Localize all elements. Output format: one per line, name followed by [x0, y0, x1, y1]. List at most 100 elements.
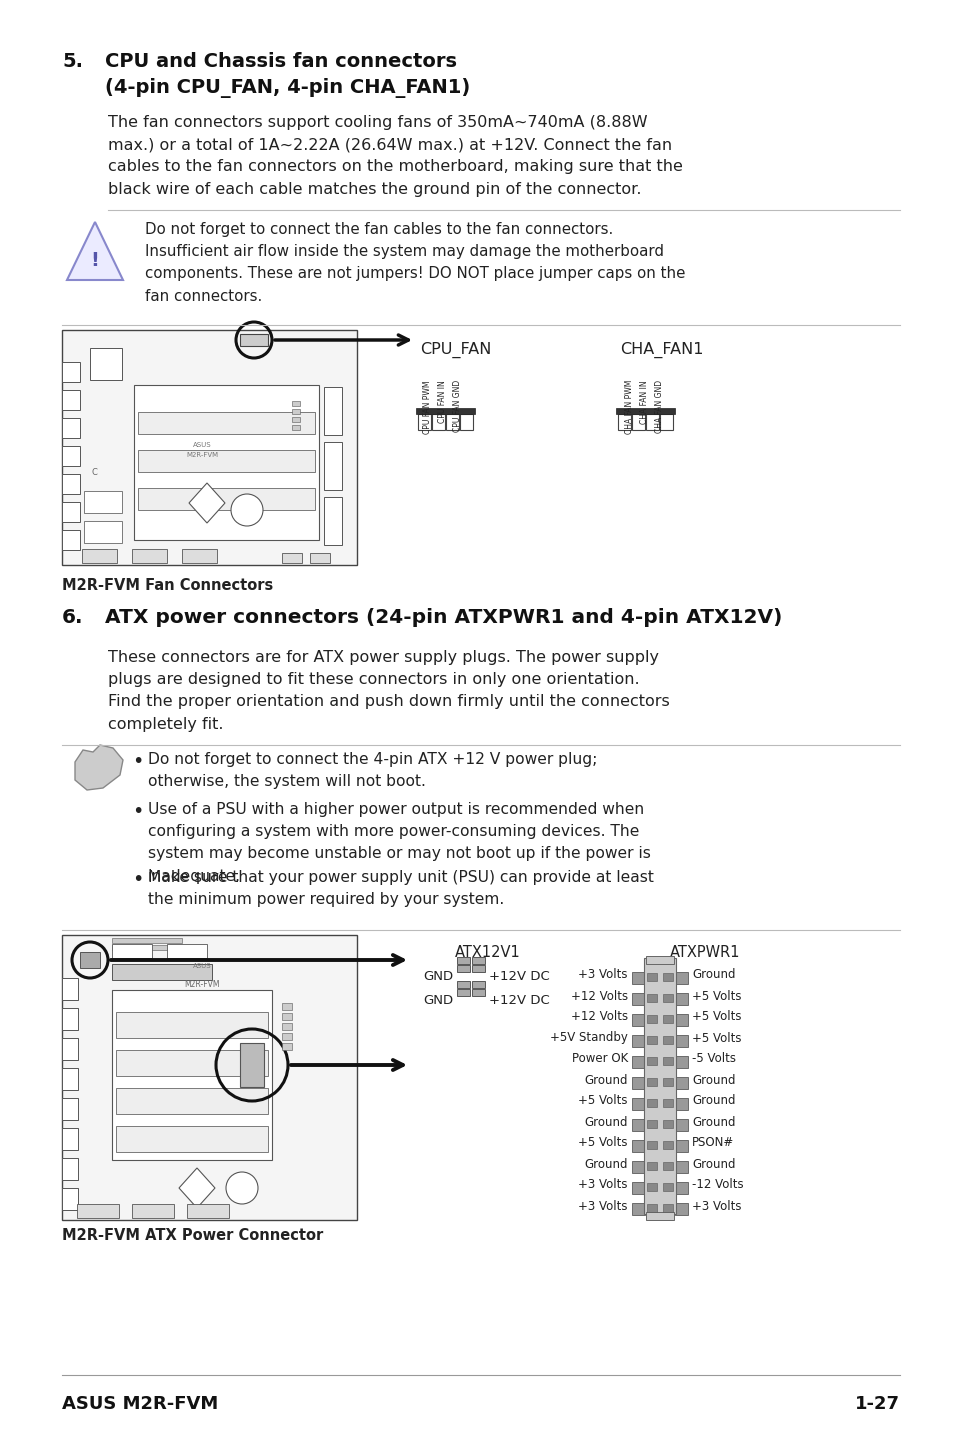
- Text: +3 Volts: +3 Volts: [578, 1179, 627, 1192]
- Text: Make sure that your power supply unit (PSU) can provide at least
the minimum pow: Make sure that your power supply unit (P…: [148, 870, 653, 907]
- Bar: [659, 414, 672, 430]
- Text: ATXPWR1: ATXPWR1: [669, 945, 740, 961]
- Bar: [112, 989, 272, 1160]
- Bar: [618, 414, 630, 430]
- Text: 6.: 6.: [62, 608, 84, 627]
- Bar: [646, 1035, 657, 1044]
- Bar: [675, 1182, 687, 1194]
- Bar: [662, 1183, 672, 1191]
- Bar: [240, 334, 268, 347]
- Text: ASUS: ASUS: [193, 963, 212, 969]
- Text: Do not forget to connect the fan cables to the fan connectors.
Insufficient air : Do not forget to connect the fan cables …: [145, 221, 684, 303]
- Text: +12V DC: +12V DC: [489, 994, 549, 1007]
- Text: -12 Volts: -12 Volts: [691, 1179, 742, 1192]
- Text: -5 Volts: -5 Volts: [691, 1053, 735, 1066]
- Text: Ground: Ground: [691, 1116, 735, 1129]
- Text: +12V DC: +12V DC: [489, 971, 549, 984]
- Bar: [416, 408, 475, 414]
- Text: +5V Standby: +5V Standby: [550, 1031, 627, 1044]
- Text: CPU FAN IN: CPU FAN IN: [438, 380, 447, 423]
- Text: +5 Volts: +5 Volts: [578, 1136, 627, 1149]
- Bar: [77, 1204, 119, 1218]
- Text: Ground: Ground: [584, 1116, 627, 1129]
- Bar: [62, 1127, 78, 1150]
- Text: Ground: Ground: [691, 1158, 735, 1171]
- Bar: [62, 935, 356, 1219]
- Text: CPU FAN GND: CPU FAN GND: [453, 380, 462, 433]
- Bar: [472, 965, 484, 972]
- Bar: [62, 502, 80, 522]
- Bar: [675, 972, 687, 984]
- Bar: [116, 1050, 268, 1076]
- Bar: [112, 945, 182, 951]
- Bar: [62, 1008, 78, 1030]
- Text: !: !: [91, 250, 99, 269]
- Bar: [187, 1204, 229, 1218]
- Text: GND: GND: [422, 971, 453, 984]
- Circle shape: [231, 495, 263, 526]
- Bar: [675, 1204, 687, 1215]
- Bar: [646, 1162, 657, 1171]
- Bar: [631, 1204, 644, 1215]
- Bar: [112, 943, 152, 958]
- Bar: [82, 549, 117, 564]
- Bar: [675, 994, 687, 1005]
- Bar: [631, 1140, 644, 1152]
- Bar: [310, 554, 330, 564]
- Text: Ground: Ground: [691, 1094, 735, 1107]
- Bar: [662, 1140, 672, 1149]
- Bar: [662, 1035, 672, 1044]
- Text: M2R-FVM Fan Connectors: M2R-FVM Fan Connectors: [62, 578, 273, 592]
- Text: PSON#: PSON#: [691, 1136, 734, 1149]
- Bar: [133, 385, 318, 541]
- Bar: [472, 981, 484, 988]
- Bar: [292, 426, 299, 430]
- Bar: [675, 1077, 687, 1089]
- Bar: [662, 1015, 672, 1022]
- Text: +12 Volts: +12 Volts: [570, 1011, 627, 1024]
- Bar: [62, 1099, 78, 1120]
- Bar: [432, 414, 444, 430]
- Bar: [459, 414, 473, 430]
- Bar: [282, 1002, 292, 1009]
- Bar: [292, 417, 299, 421]
- Bar: [662, 1204, 672, 1212]
- Text: GND: GND: [422, 994, 453, 1007]
- Polygon shape: [67, 221, 123, 280]
- Text: +12 Volts: +12 Volts: [570, 989, 627, 1002]
- Bar: [631, 414, 644, 430]
- Text: CHA FAN PWM: CHA FAN PWM: [625, 380, 634, 434]
- Text: +5 Volts: +5 Volts: [691, 989, 740, 1002]
- Bar: [456, 981, 470, 988]
- Text: ATX power connectors (24-pin ATXPWR1 and 4-pin ATX12V): ATX power connectors (24-pin ATXPWR1 and…: [105, 608, 781, 627]
- Text: CHA_FAN1: CHA_FAN1: [619, 342, 702, 358]
- Bar: [616, 408, 675, 414]
- Bar: [138, 487, 314, 510]
- Text: 1-27: 1-27: [854, 1395, 899, 1414]
- Text: 5.: 5.: [62, 52, 83, 70]
- Bar: [646, 994, 657, 1002]
- Text: M2R-FVM: M2R-FVM: [186, 452, 218, 457]
- Bar: [138, 413, 314, 434]
- Bar: [662, 974, 672, 981]
- Bar: [662, 1078, 672, 1086]
- Bar: [631, 1077, 644, 1089]
- Bar: [292, 408, 299, 414]
- Bar: [112, 963, 212, 981]
- Text: +5 Volts: +5 Volts: [691, 1031, 740, 1044]
- Bar: [646, 1078, 657, 1086]
- Bar: [675, 1119, 687, 1132]
- Text: Ground: Ground: [584, 1074, 627, 1087]
- Bar: [662, 994, 672, 1002]
- Bar: [62, 390, 80, 410]
- Bar: [631, 994, 644, 1005]
- Text: •: •: [132, 870, 144, 889]
- Bar: [62, 1038, 78, 1060]
- Bar: [472, 958, 484, 963]
- Bar: [662, 1162, 672, 1171]
- Bar: [456, 958, 470, 963]
- Bar: [240, 1043, 264, 1087]
- Text: M2R-FVM: M2R-FVM: [184, 981, 219, 989]
- Text: These connectors are for ATX power supply plugs. The power supply
plugs are desi: These connectors are for ATX power suppl…: [108, 650, 669, 732]
- Text: C: C: [91, 467, 98, 477]
